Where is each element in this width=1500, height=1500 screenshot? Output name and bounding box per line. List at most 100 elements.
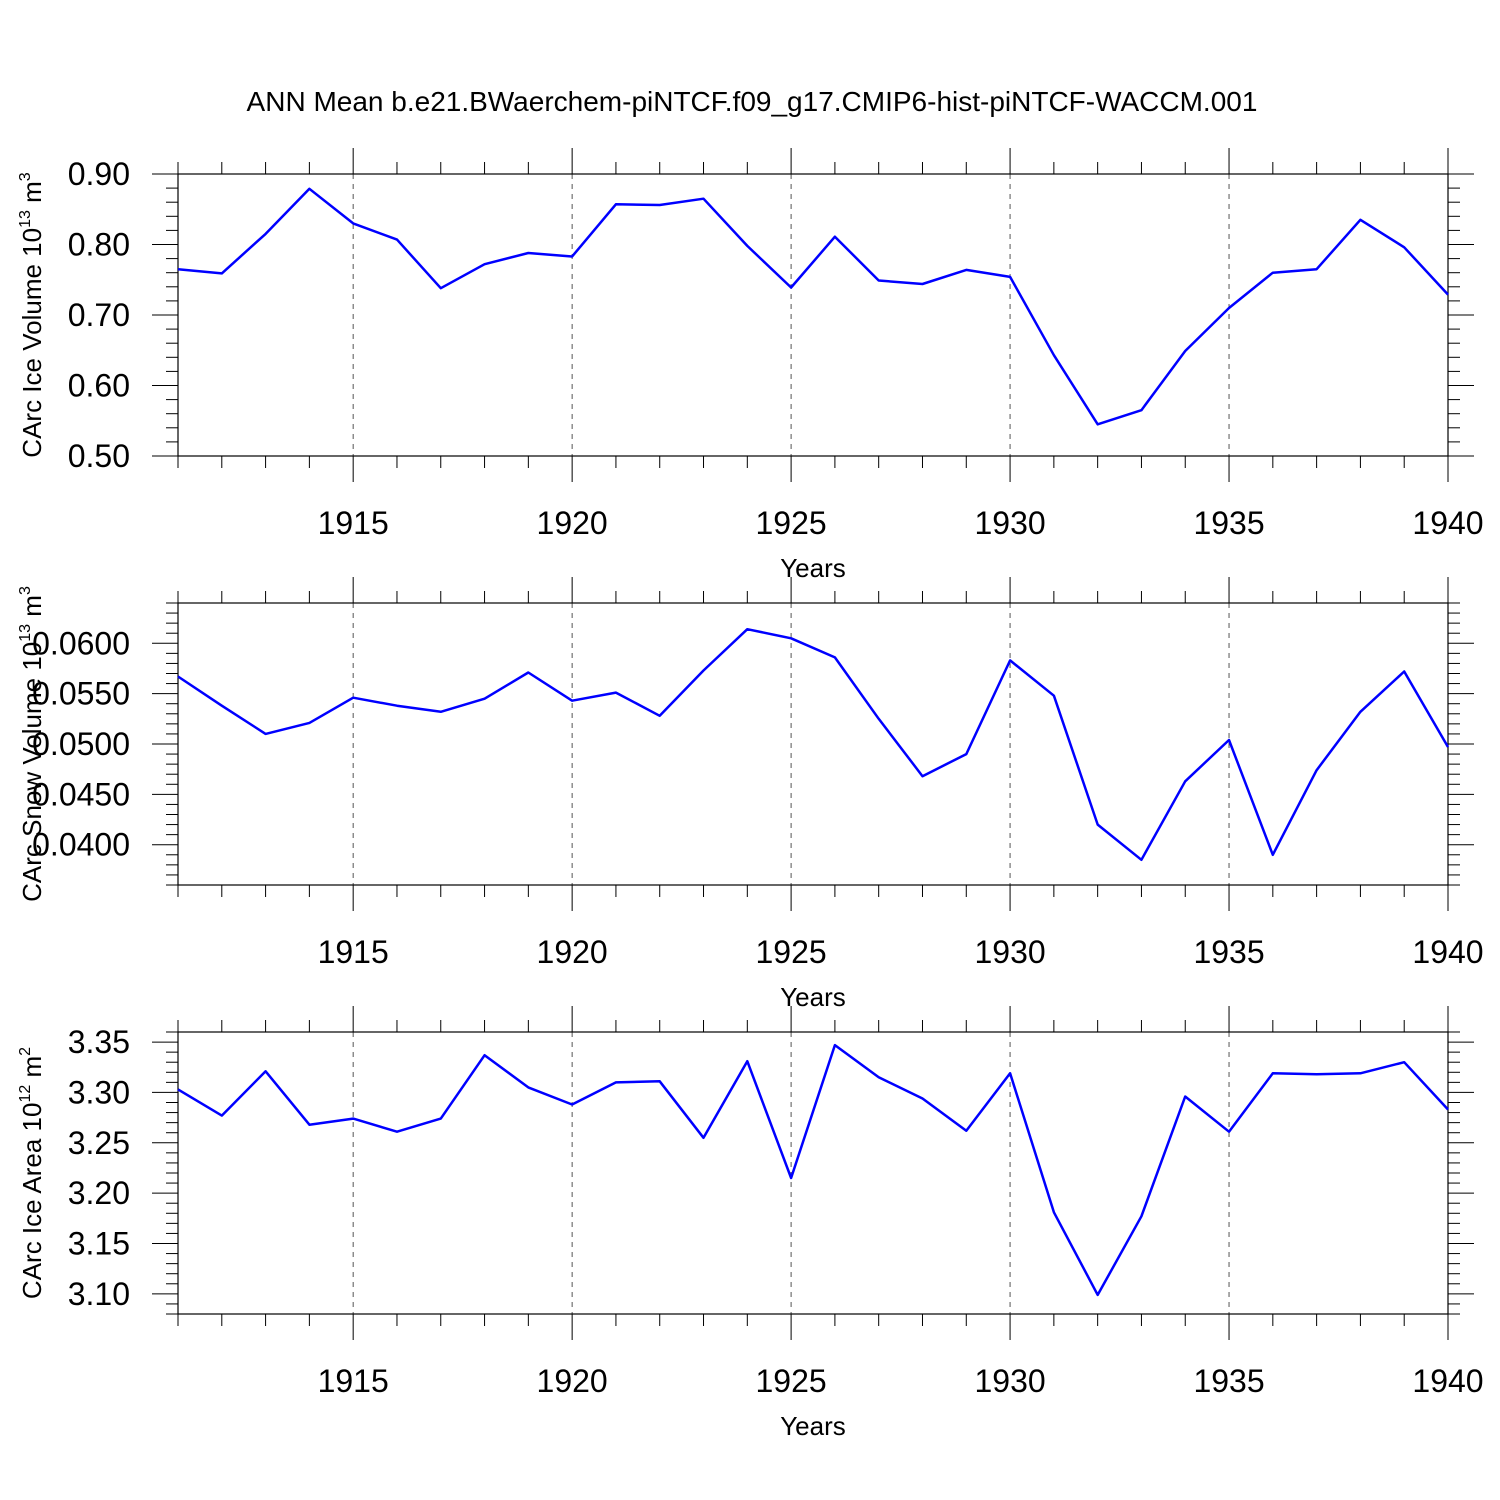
snow-volume-data-point <box>747 629 748 630</box>
ice-area-data-point <box>1053 1212 1054 1213</box>
ice-area-data-point <box>1316 1074 1317 1075</box>
ice-volume-y-axis-label-unit: m <box>17 181 47 210</box>
ice-area-data-point <box>922 1098 923 1099</box>
ice-area-x-tick-label: 1925 <box>756 1363 827 1399</box>
ice-volume-data-point <box>878 280 879 281</box>
snow-volume-y-axis-label-exp: 13 <box>17 624 34 642</box>
ice-volume-data-point <box>221 273 222 274</box>
ice-volume-data-point <box>1448 294 1449 295</box>
snow-volume-data-point <box>528 672 529 673</box>
ice-area-data-point <box>1097 1294 1098 1295</box>
snow-volume-data-point <box>1053 695 1054 696</box>
ice-volume-data-point <box>1185 350 1186 351</box>
ice-area-data-point <box>1141 1216 1142 1217</box>
ice-area-plot-frame <box>177 1031 1449 1315</box>
ice-area-data-point <box>703 1137 704 1138</box>
snow-volume-panel: 1915 1920 1925 1930 1935 1940 0.0400 0.0450 0.05… <box>17 577 1484 1012</box>
snow-volume-x-tick-label: 1935 <box>1193 934 1264 970</box>
ice-area-y-tick-label: 3.15 <box>68 1226 130 1262</box>
snow-volume-data-point <box>703 670 704 671</box>
snow-volume-data-point <box>1316 770 1317 771</box>
ice-area-data-point <box>1360 1073 1361 1074</box>
ice-volume-data-point <box>1272 272 1273 273</box>
snow-volume-x-tick-label: 1915 <box>318 934 389 970</box>
snow-volume-data-point <box>1185 781 1186 782</box>
ice-volume-data-point <box>791 287 792 288</box>
ice-area-data-point <box>528 1087 529 1088</box>
snow-volume-data-point <box>1448 747 1449 748</box>
snow-volume-y-axis-label-unit-exp: 3 <box>17 586 34 595</box>
ice-volume-data-point <box>1316 269 1317 270</box>
snow-volume-y-axis-label: CArc Snow Volume 1013 m3 <box>17 586 47 902</box>
ice-area-x-tick-label: 1930 <box>974 1363 1045 1399</box>
ice-area-data-point <box>834 1045 835 1046</box>
ice-volume-y-axis-label-main: CArc Ice Volume 10 <box>17 228 47 458</box>
snow-volume-x-tick-label: 1925 <box>756 934 827 970</box>
snow-volume-y-axis-label-main: CArc Snow Volume 10 <box>17 642 47 902</box>
snow-volume-data-point <box>178 676 179 677</box>
ice-area-y-tick-label: 3.10 <box>68 1276 130 1312</box>
ice-area-data-point <box>484 1055 485 1056</box>
ice-volume-data-point <box>1229 307 1230 308</box>
ice-volume-panel: 1915 1920 1925 1930 1935 1940 0.50 0.60 0.70 0.80… <box>17 148 1484 583</box>
ice-volume-y-tick-label: 0.50 <box>68 438 130 474</box>
ice-volume-x-tick-label: 1920 <box>537 505 608 541</box>
ice-area-data-point <box>1272 1073 1273 1074</box>
ice-area-x-tick-label: 1935 <box>1193 1363 1264 1399</box>
ice-volume-y-tick-label: 0.70 <box>68 297 130 333</box>
snow-volume-y-tick-label: 0.0450 <box>32 776 130 812</box>
snow-volume-x-tick-label: 1920 <box>537 934 608 970</box>
ice-area-y-axis-label-unit-exp: 2 <box>17 1047 34 1056</box>
ice-volume-data-point <box>484 264 485 265</box>
snow-volume-data-point <box>966 754 967 755</box>
snow-volume-y-tick-label: 0.0600 <box>32 625 130 661</box>
ice-area-x-tick-label: 1920 <box>537 1363 608 1399</box>
ice-volume-data-point <box>747 245 748 246</box>
snow-volume-data-point <box>922 776 923 777</box>
ice-volume-data-point <box>265 233 266 234</box>
snow-volume-data-point <box>221 705 222 706</box>
ice-area-y-tick-label: 3.20 <box>68 1175 130 1211</box>
snow-volume-data-point <box>396 705 397 706</box>
ice-area-y-axis-label-unit: m <box>17 1056 47 1085</box>
ice-area-data-point <box>1229 1131 1230 1132</box>
snow-volume-data-point <box>572 700 573 701</box>
ice-area-data-point <box>1185 1096 1186 1097</box>
ice-volume-data-point <box>834 236 835 237</box>
snow-volume-x-axis-label: Years <box>780 982 846 1012</box>
snow-volume-data-point <box>1360 711 1361 712</box>
snow-volume-data-point <box>791 638 792 639</box>
ice-area-data-point <box>440 1118 441 1119</box>
ice-area-y-tick-label: 3.35 <box>68 1024 130 1060</box>
ice-area-data-point <box>1448 1109 1449 1110</box>
ice-area-data-point <box>791 1178 792 1179</box>
ice-volume-data-point <box>659 205 660 206</box>
snow-volume-data-point <box>484 698 485 699</box>
ice-volume-y-tick-label: 0.60 <box>68 368 130 404</box>
ice-volume-x-axis-label: Years <box>780 553 846 583</box>
ice-volume-data-point <box>1141 410 1142 411</box>
ice-volume-y-axis-label: CArc Ice Volume 1013 m3 <box>17 172 47 457</box>
snow-volume-data-point <box>878 718 879 719</box>
ice-volume-data-point <box>1053 355 1054 356</box>
snow-volume-x-tick-label: 1930 <box>974 934 1045 970</box>
ice-volume-x-tick-label: 1940 <box>1412 505 1483 541</box>
figure-title: ANN Mean b.e21.BWaerchem-piNTCF.f09_g17.… <box>247 86 1258 117</box>
ice-area-data-point <box>1010 1073 1011 1074</box>
ice-volume-data-point <box>1010 276 1011 277</box>
ice-volume-series-line <box>177 187 1449 426</box>
ice-area-y-axis-label-exp: 12 <box>17 1085 34 1103</box>
snow-volume-data-point <box>1010 660 1011 661</box>
ice-area-y-axis-label: CArc Ice Area 1012 m2 <box>17 1047 47 1299</box>
ice-volume-y-tick-label: 0.90 <box>68 156 130 192</box>
ice-area-data-point <box>265 1071 266 1072</box>
ice-area-panel: 1915 1920 1925 1930 1935 1940 3.10 3.15 3.20 3.25… <box>17 1006 1484 1441</box>
ice-area-data-point <box>878 1077 879 1078</box>
snow-volume-series-line <box>177 627 1450 862</box>
snow-volume-data-point <box>1141 859 1142 860</box>
ice-area-data-point <box>615 1082 616 1083</box>
snow-volume-data-point <box>265 733 266 734</box>
ice-volume-data-point <box>178 269 179 270</box>
ice-area-data-point <box>966 1130 967 1131</box>
snow-volume-plot-frame <box>177 602 1449 886</box>
